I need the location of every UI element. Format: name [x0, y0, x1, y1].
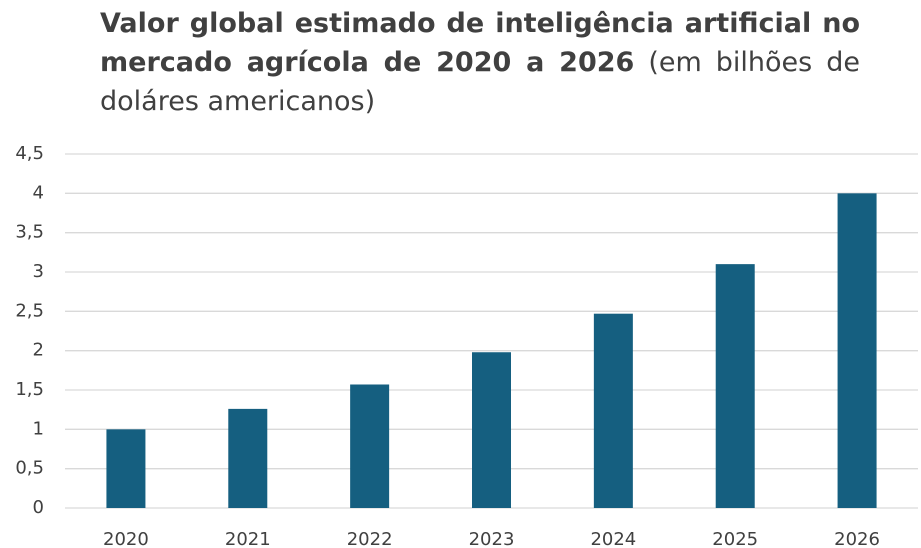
chart-title: Valor global estimado de inteligência ar… — [100, 8, 860, 78]
chart-subtitle: (em bilhões de doláres americanos) — [100, 47, 860, 117]
bar — [106, 429, 146, 508]
y-tick-label: 0 — [33, 497, 44, 518]
y-tick-label: 1,5 — [15, 379, 44, 400]
y-tick-label: 1 — [33, 418, 44, 439]
x-tick-label: 2024 — [590, 529, 636, 548]
y-tick-label: 2 — [33, 340, 44, 361]
x-tick-label: 2022 — [347, 529, 393, 548]
y-tick-label: 4,5 — [15, 143, 44, 164]
bar — [593, 313, 633, 508]
y-tick-label: 3,5 — [15, 222, 44, 243]
x-tick-label: 2025 — [712, 529, 758, 548]
bar — [472, 352, 511, 508]
title-block: Valor global estimado de inteligência ar… — [100, 4, 860, 121]
bar — [837, 193, 877, 509]
x-tick-label: 2026 — [834, 529, 880, 548]
bar — [350, 384, 390, 508]
x-tick-label: 2023 — [469, 529, 515, 548]
y-tick-label: 4 — [33, 182, 44, 203]
bar — [228, 408, 268, 508]
bar — [715, 264, 755, 508]
x-tick-label: 2021 — [225, 529, 271, 548]
x-tick-label: 2020 — [103, 529, 149, 548]
y-tick-label: 0,5 — [15, 458, 44, 479]
y-tick-label: 3 — [33, 261, 44, 282]
y-tick-label: 2,5 — [15, 300, 44, 321]
